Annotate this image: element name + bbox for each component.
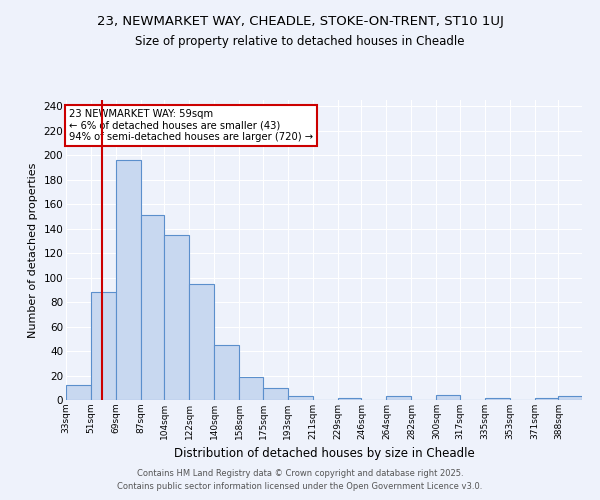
- Bar: [485, 398, 510, 400]
- Text: Size of property relative to detached houses in Cheadle: Size of property relative to detached ho…: [135, 35, 465, 48]
- Text: 23 NEWMARKET WAY: 59sqm
← 6% of detached houses are smaller (43)
94% of semi-det: 23 NEWMARKET WAY: 59sqm ← 6% of detached…: [68, 109, 313, 142]
- X-axis label: Distribution of detached houses by size in Cheadle: Distribution of detached houses by size …: [173, 448, 475, 460]
- Bar: [263, 388, 288, 400]
- Bar: [164, 234, 190, 400]
- Bar: [386, 396, 412, 400]
- Y-axis label: Number of detached properties: Number of detached properties: [28, 162, 38, 338]
- Text: 23, NEWMARKET WAY, CHEADLE, STOKE-ON-TRENT, ST10 1UJ: 23, NEWMARKET WAY, CHEADLE, STOKE-ON-TRE…: [97, 15, 503, 28]
- Bar: [190, 284, 214, 400]
- Bar: [535, 398, 559, 400]
- Bar: [239, 376, 263, 400]
- Bar: [214, 345, 239, 400]
- Bar: [559, 396, 582, 400]
- Bar: [91, 292, 116, 400]
- Text: Contains public sector information licensed under the Open Government Licence v3: Contains public sector information licen…: [118, 482, 482, 491]
- Bar: [338, 398, 361, 400]
- Bar: [436, 395, 460, 400]
- Bar: [116, 160, 141, 400]
- Bar: [66, 386, 91, 400]
- Text: Contains HM Land Registry data © Crown copyright and database right 2025.: Contains HM Land Registry data © Crown c…: [137, 468, 463, 477]
- Bar: [141, 215, 164, 400]
- Bar: [288, 396, 313, 400]
